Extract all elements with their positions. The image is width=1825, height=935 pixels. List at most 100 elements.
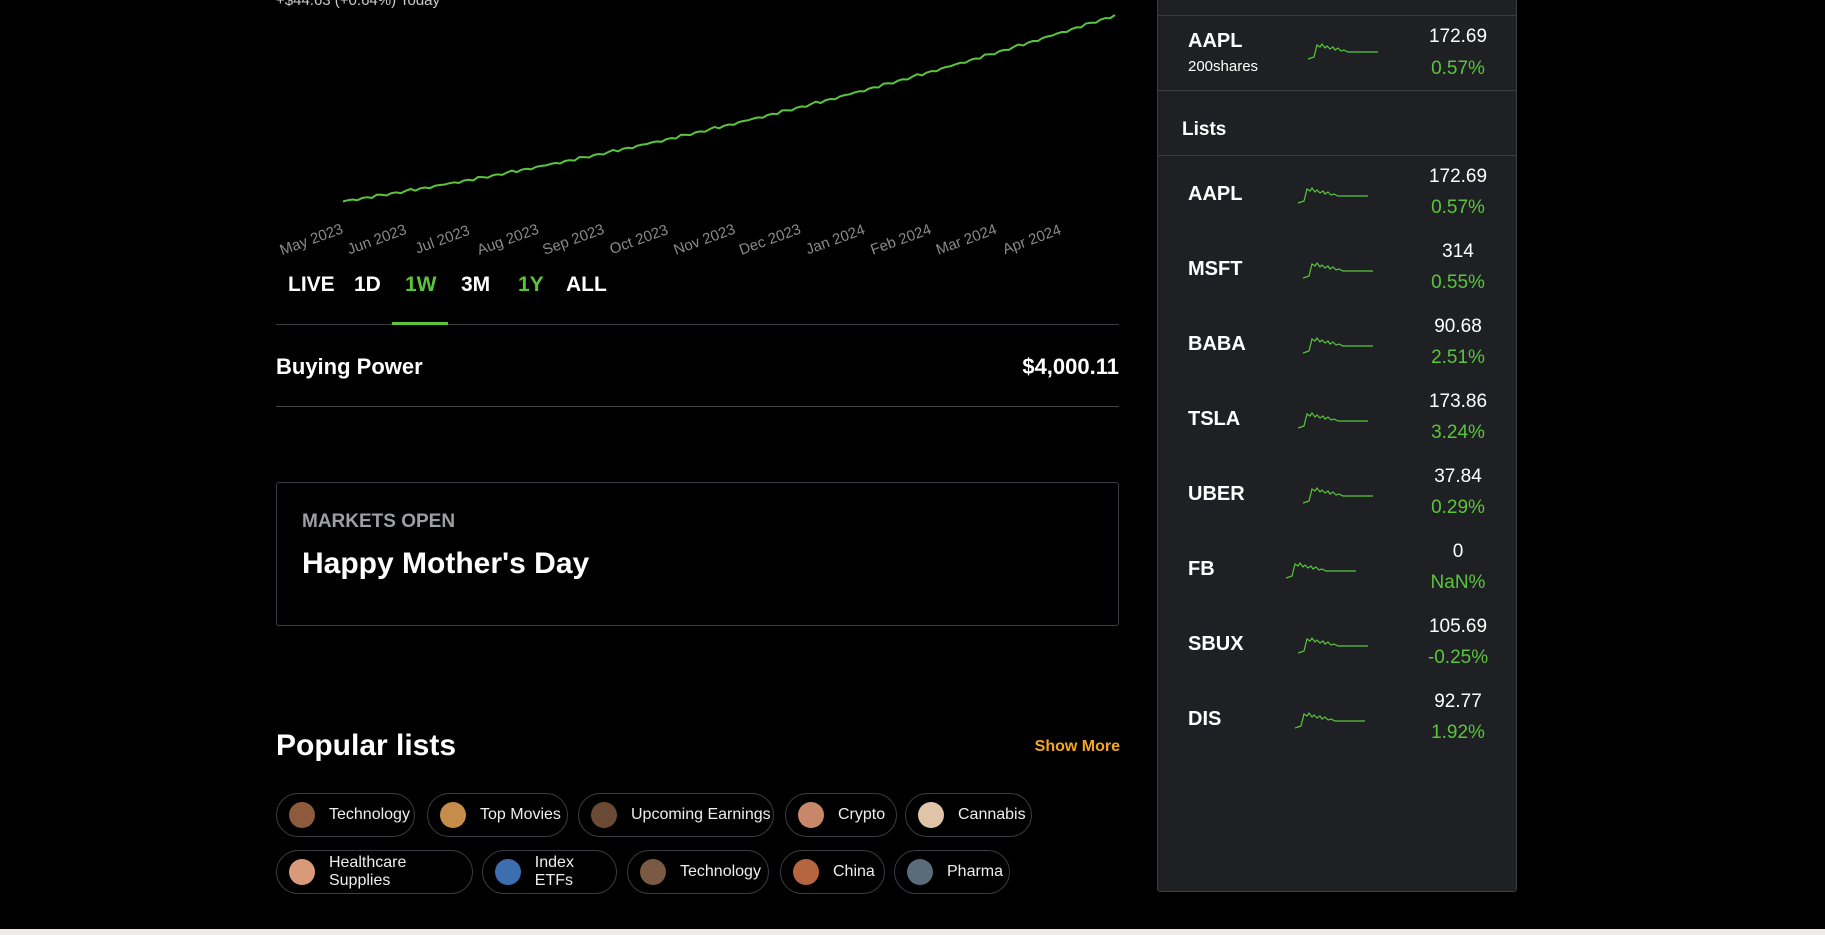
divider bbox=[276, 324, 1119, 325]
sparkline-path bbox=[1303, 261, 1373, 279]
list-price: 314 bbox=[1442, 241, 1474, 262]
chip-label: Index ETFs bbox=[534, 854, 574, 889]
sparkline bbox=[1298, 186, 1368, 204]
bottom-bar bbox=[0, 929, 1825, 935]
chip-label: Upcoming Earnings bbox=[631, 806, 771, 823]
chip[interactable]: Top Movies bbox=[427, 793, 568, 837]
chip[interactable]: Technology bbox=[276, 793, 415, 837]
x-axis-label: Apr 2024 bbox=[1000, 221, 1063, 258]
list-change: 0.55% bbox=[1431, 272, 1485, 293]
today-change: +$44.63 (+0.64%) Today bbox=[276, 0, 441, 9]
list-price: 37.84 bbox=[1434, 466, 1482, 487]
chip[interactable]: Cannabis bbox=[905, 793, 1032, 837]
list-price: 172.69 bbox=[1428, 166, 1488, 187]
chip-label: Technology bbox=[680, 863, 761, 880]
buying-power-value[interactable]: $4,000.11 bbox=[1022, 354, 1119, 379]
tab[interactable]: ALL bbox=[566, 273, 607, 296]
market-status: MARKETS OPEN bbox=[302, 511, 456, 532]
sparkline-path bbox=[1298, 636, 1368, 654]
sparkline-path bbox=[1295, 711, 1365, 729]
list-symbol[interactable]: TSLA bbox=[1188, 408, 1241, 430]
portfolio-line bbox=[342, 14, 1116, 203]
holding-symbol[interactable]: AAPL bbox=[1188, 30, 1243, 52]
list-symbol[interactable]: FB bbox=[1188, 558, 1215, 580]
divider bbox=[1158, 90, 1516, 91]
list-change: NaN% bbox=[1430, 572, 1486, 593]
list-price: 173.86 bbox=[1428, 391, 1488, 412]
sparkline bbox=[1298, 411, 1368, 429]
chip[interactable]: Index ETFs bbox=[482, 850, 617, 894]
sparkline-path bbox=[1286, 561, 1356, 579]
popular-lists-title: Popular lists bbox=[276, 729, 457, 762]
divider bbox=[1158, 15, 1516, 16]
holding-shares: 200shares bbox=[1188, 58, 1259, 75]
sparkline bbox=[1303, 486, 1373, 504]
sparkline bbox=[1303, 336, 1373, 354]
sparkline bbox=[1308, 42, 1378, 60]
list-symbol[interactable]: UBER bbox=[1188, 483, 1245, 505]
tab[interactable]: LIVE bbox=[288, 273, 335, 296]
market-message: Happy Mother's Day bbox=[302, 547, 590, 580]
chip[interactable]: Technology bbox=[627, 850, 769, 894]
list-change: 3.24% bbox=[1431, 422, 1485, 443]
x-axis-label: Jun 2023 bbox=[345, 221, 409, 258]
x-axis-label: Oct 2023 bbox=[607, 221, 670, 258]
x-axis-label: May 2023 bbox=[278, 221, 346, 260]
avatar bbox=[798, 802, 824, 828]
sparkline-path bbox=[1303, 336, 1373, 354]
avatar bbox=[495, 859, 521, 885]
avatar bbox=[793, 859, 819, 885]
sparkline bbox=[1286, 561, 1356, 579]
list-change: 1.92% bbox=[1431, 722, 1485, 743]
chip[interactable]: Healthcare Supplies bbox=[276, 850, 473, 894]
avatar bbox=[918, 802, 944, 828]
show-more[interactable]: Show More bbox=[1034, 738, 1120, 755]
list-change: 0.57% bbox=[1431, 197, 1485, 218]
holding-price: 172.69 bbox=[1428, 26, 1488, 47]
chip-label: China bbox=[833, 863, 875, 880]
sparkline-path bbox=[1303, 486, 1373, 504]
divider bbox=[1158, 155, 1516, 156]
avatar bbox=[289, 802, 315, 828]
chip-label: Technology bbox=[329, 806, 410, 823]
list-symbol[interactable]: MSFT bbox=[1188, 258, 1243, 280]
tab-active[interactable]: 1W bbox=[405, 273, 437, 296]
chip-label: Pharma bbox=[947, 863, 1004, 880]
tab[interactable]: 3M bbox=[461, 273, 491, 296]
list-price: 0 bbox=[1452, 541, 1464, 562]
list-symbol[interactable]: DIS bbox=[1188, 708, 1222, 730]
x-axis-label: Feb 2024 bbox=[868, 221, 933, 259]
chip-label: Healthcare Supplies bbox=[328, 854, 407, 889]
tab[interactable]: 1D bbox=[354, 273, 381, 296]
sparkline-path bbox=[1298, 411, 1368, 429]
list-symbol[interactable]: BABA bbox=[1188, 333, 1246, 355]
list-symbol[interactable]: SBUX bbox=[1188, 633, 1244, 655]
portfolio-chart: May 2023 Jun 2023 Jul 2023 Aug 2023 Sep 2023… bbox=[278, 14, 1116, 260]
list-symbol[interactable]: AAPL bbox=[1188, 183, 1243, 205]
sidebar: AAPL 200shares 172.69 0.57% Lists AAPL 17… bbox=[1157, 0, 1517, 892]
chip[interactable]: China bbox=[780, 850, 885, 894]
market-card: MARKETS OPEN Happy Mother's Day bbox=[276, 482, 1119, 626]
sparkline-path bbox=[1308, 42, 1378, 60]
tab-underline bbox=[392, 322, 448, 325]
x-axis-label: Aug 2023 bbox=[475, 221, 541, 259]
sparkline bbox=[1298, 636, 1368, 654]
avatar bbox=[440, 802, 466, 828]
list-change: 0.29% bbox=[1431, 497, 1485, 518]
x-axis-label: Sep 2023 bbox=[540, 221, 606, 259]
avatar bbox=[289, 859, 315, 885]
chip-label: Top Movies bbox=[480, 806, 561, 823]
chip[interactable]: Upcoming Earnings bbox=[578, 793, 774, 837]
chip[interactable]: Crypto bbox=[785, 793, 897, 837]
chip[interactable]: Pharma bbox=[894, 850, 1010, 894]
tab[interactable]: 1Y bbox=[518, 273, 544, 296]
lists-title: Lists bbox=[1182, 119, 1227, 140]
divider bbox=[276, 406, 1119, 407]
list-change: -0.25% bbox=[1427, 647, 1489, 668]
list-price: 105.69 bbox=[1428, 616, 1488, 637]
list-price: 92.77 bbox=[1434, 691, 1482, 712]
list-change: 2.51% bbox=[1431, 347, 1485, 368]
avatar bbox=[640, 859, 666, 885]
x-axis-label: Dec 2023 bbox=[737, 221, 803, 259]
